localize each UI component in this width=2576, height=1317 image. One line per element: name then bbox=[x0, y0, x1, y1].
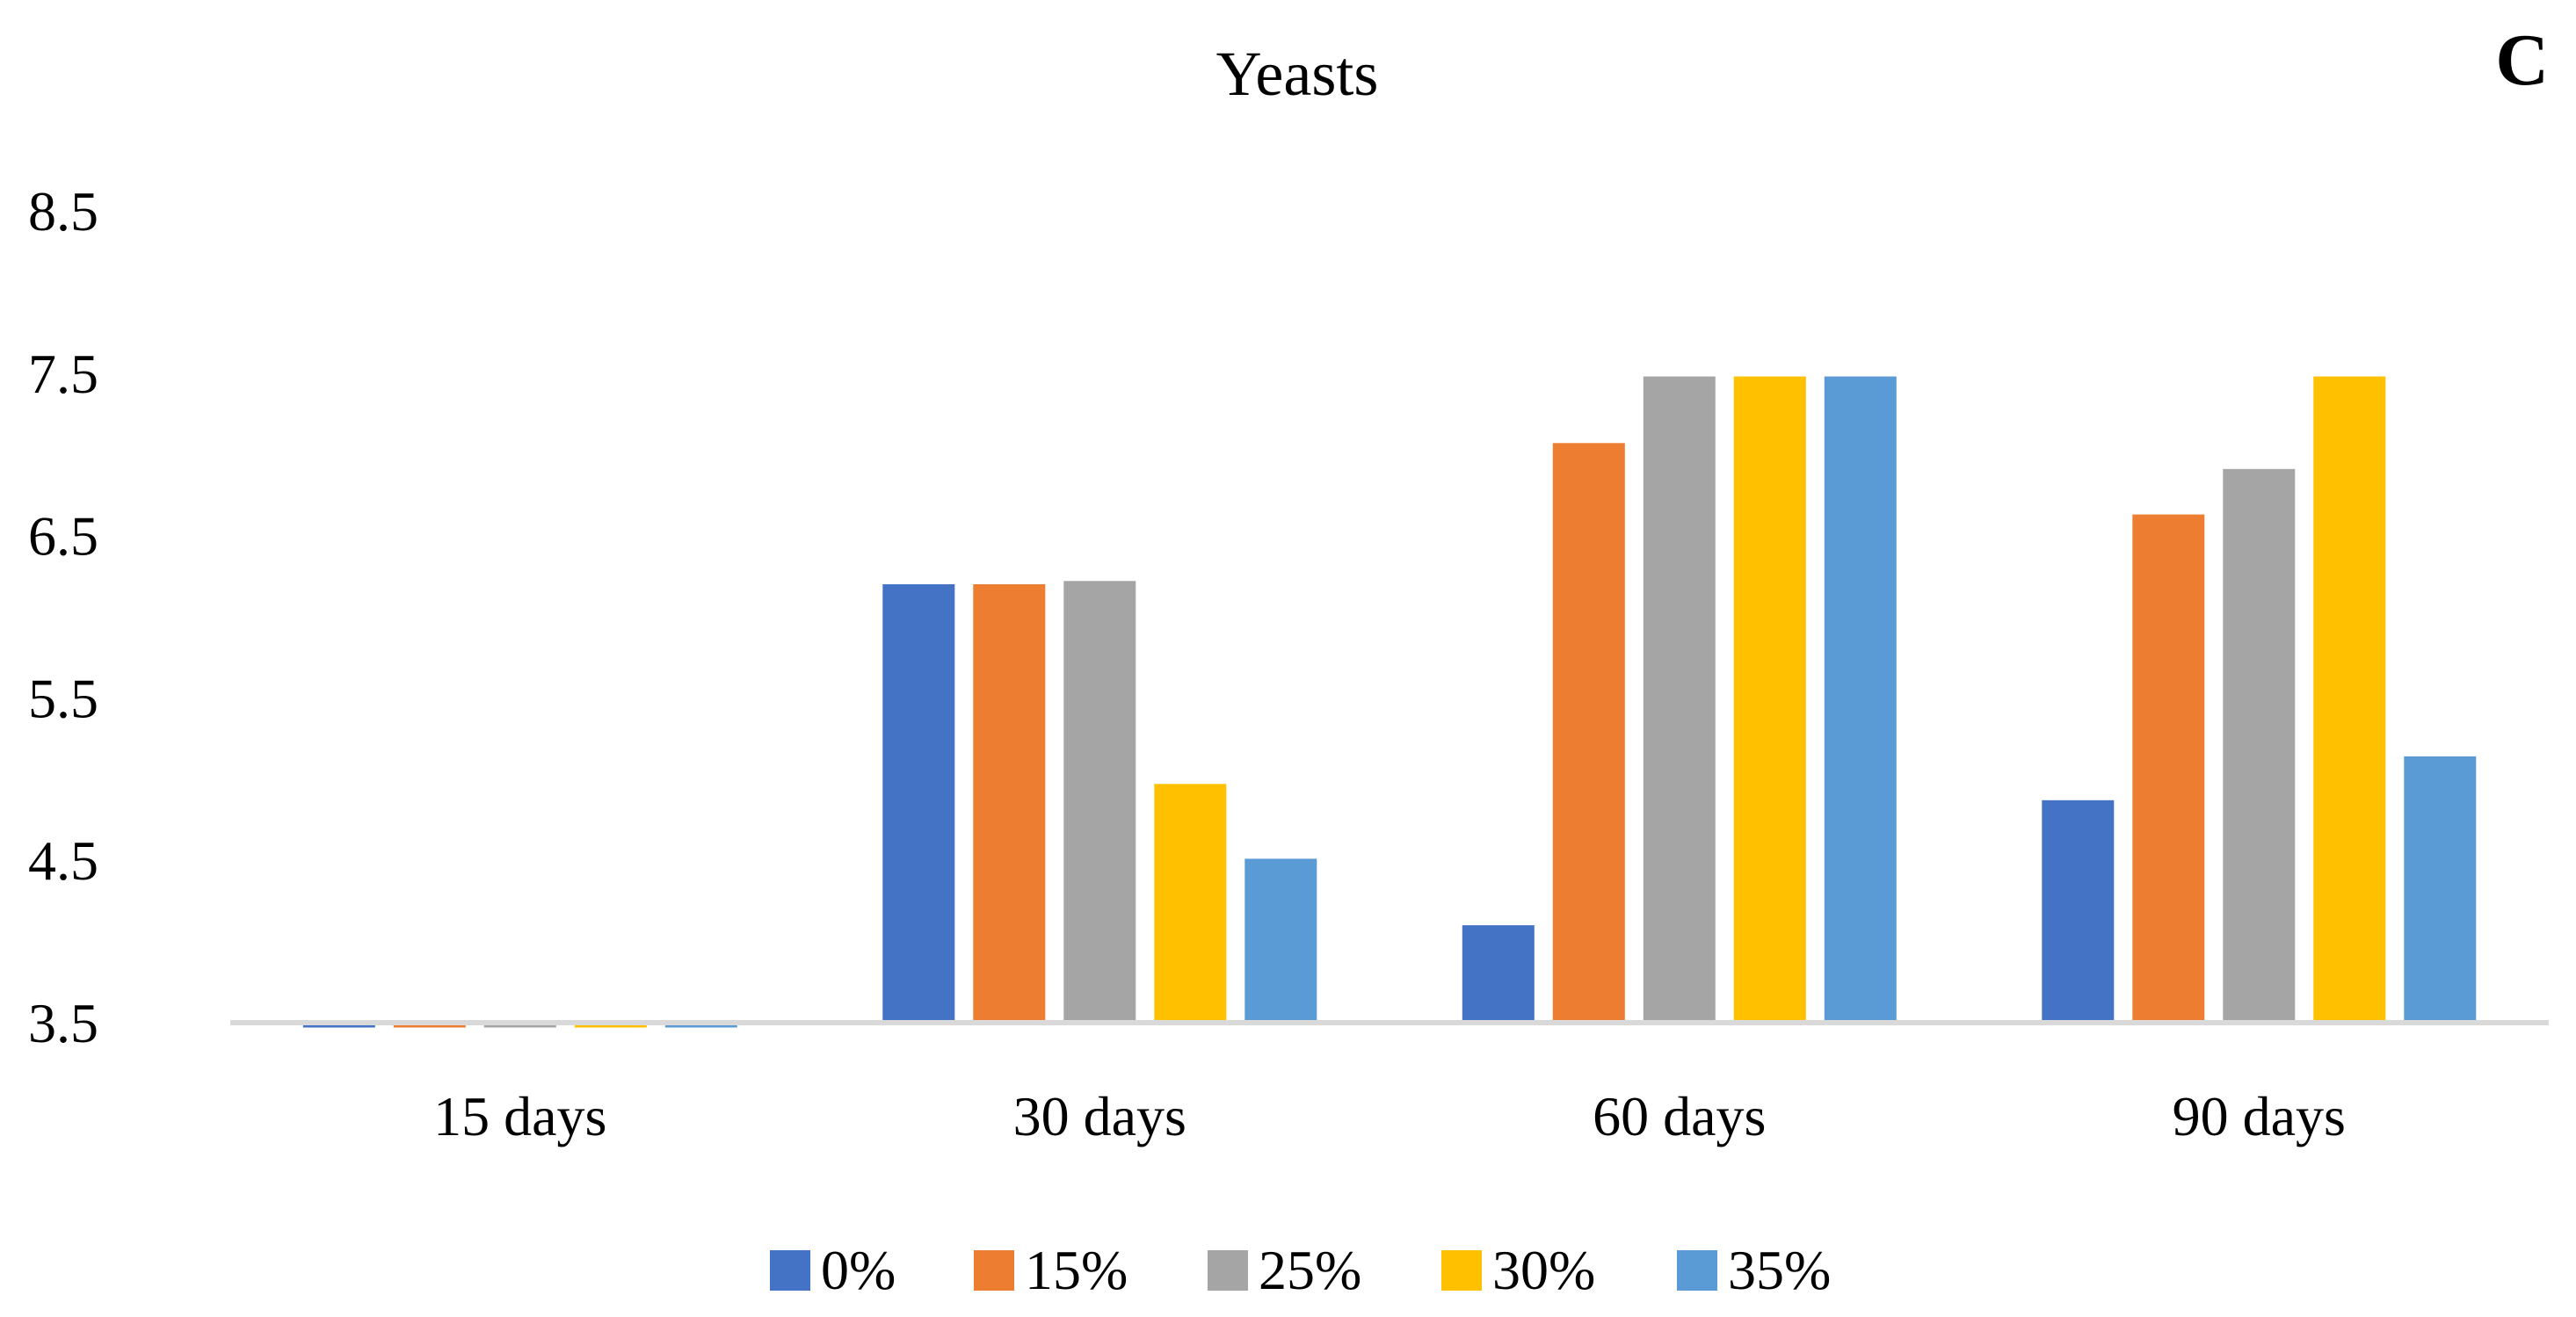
legend-swatch bbox=[1208, 1250, 1248, 1291]
bar bbox=[2223, 468, 2296, 1023]
legend-item: 15% bbox=[974, 1239, 1128, 1301]
bar bbox=[1643, 376, 1716, 1023]
chart-title: Yeasts bbox=[1216, 39, 1379, 109]
bar bbox=[2404, 756, 2477, 1023]
y-tick-label: 4.5 bbox=[28, 829, 98, 892]
x-category-label: 60 days bbox=[1593, 1085, 1766, 1147]
y-tick-label: 7.5 bbox=[28, 343, 98, 405]
legend-swatch bbox=[1441, 1250, 1482, 1291]
bars bbox=[302, 376, 2477, 1028]
legend-label: 0% bbox=[821, 1239, 896, 1301]
legend-label: 15% bbox=[1025, 1239, 1128, 1301]
bar bbox=[1733, 376, 1806, 1023]
x-category-label: 15 days bbox=[433, 1085, 606, 1147]
bar bbox=[1462, 925, 1535, 1023]
bar bbox=[1552, 443, 1625, 1023]
bar bbox=[2042, 800, 2115, 1023]
legend-label: 30% bbox=[1492, 1239, 1595, 1301]
y-axis-ticks: 8.5 7.5 6.5 5.5 4.5 3.5 bbox=[28, 180, 98, 1054]
y-tick-label: 5.5 bbox=[28, 667, 98, 729]
legend-item: 25% bbox=[1208, 1239, 1361, 1301]
bar bbox=[1154, 784, 1227, 1023]
y-tick-label: 6.5 bbox=[28, 505, 98, 568]
bar bbox=[1824, 376, 1897, 1023]
bar bbox=[882, 584, 955, 1023]
panel-label: C bbox=[2495, 19, 2549, 101]
y-tick-label: 8.5 bbox=[28, 180, 98, 242]
legend: 0% 15% 25% 30% 35% bbox=[770, 1239, 1831, 1301]
legend-swatch bbox=[974, 1250, 1014, 1291]
legend-label: 25% bbox=[1259, 1239, 1361, 1301]
legend-swatch bbox=[1677, 1250, 1717, 1291]
y-tick-label: 3.5 bbox=[28, 992, 98, 1054]
legend-item: 35% bbox=[1677, 1239, 1831, 1301]
bar bbox=[2132, 514, 2205, 1023]
x-category-label: 30 days bbox=[1013, 1085, 1186, 1147]
legend-label: 35% bbox=[1728, 1239, 1831, 1301]
bar bbox=[973, 584, 1046, 1023]
bar bbox=[1063, 581, 1136, 1023]
x-category-label: 90 days bbox=[2173, 1085, 2346, 1147]
legend-item: 0% bbox=[770, 1239, 896, 1301]
legend-item: 30% bbox=[1441, 1239, 1595, 1301]
bar bbox=[1244, 858, 1317, 1023]
legend-swatch bbox=[770, 1250, 810, 1291]
bar bbox=[2313, 376, 2386, 1023]
x-axis-categories: 15 days 30 days 60 days 90 days bbox=[433, 1085, 2346, 1147]
